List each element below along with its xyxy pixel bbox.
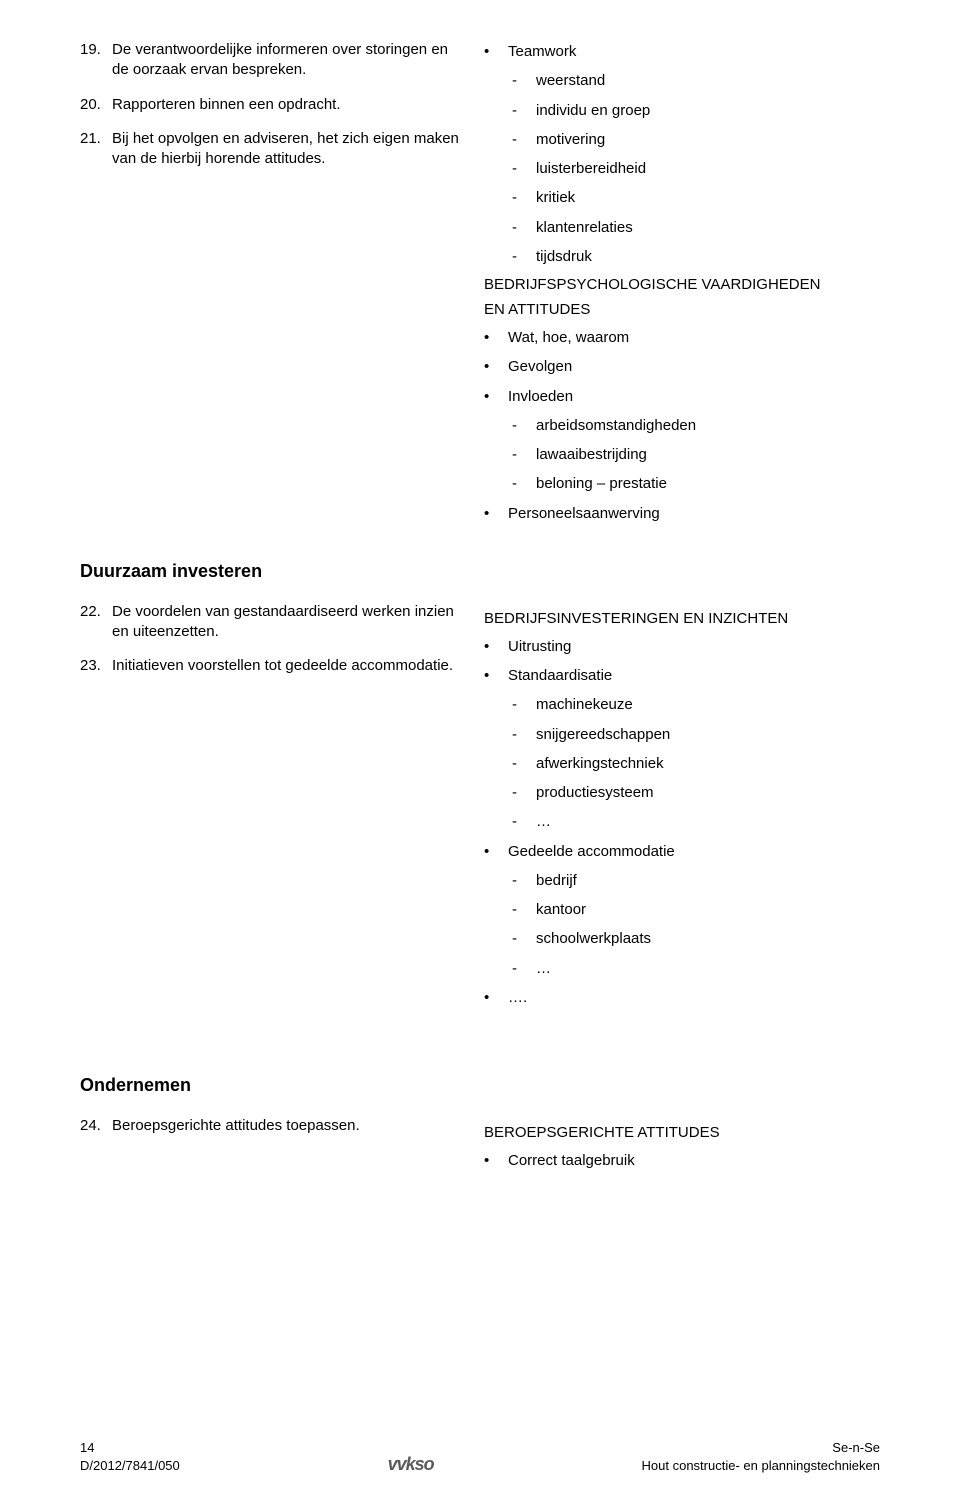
doc-id: D/2012/7841/050 <box>80 1457 180 1475</box>
item-text: De verantwoordelijke informeren over sto… <box>112 40 464 81</box>
footer-right-line2: Hout constructie- en planningstechnieken <box>642 1457 880 1475</box>
bullet-item: •Correct taalgebruik <box>484 1149 880 1172</box>
dash-item: -productiesysteem <box>512 781 880 804</box>
bullet-item: •Personeelsaanwerving <box>484 502 880 525</box>
dash-item: -weerstand <box>512 69 880 92</box>
list-item: 22. De voordelen van gestandaardiseerd w… <box>80 602 464 643</box>
investments-heading: BEDRIJFSINVESTERINGEN EN INZICHTEN <box>484 610 880 627</box>
bullet-teamwork: • Teamwork <box>484 40 880 63</box>
item-text: Initiatieven voorstellen tot gedeelde ac… <box>112 656 464 676</box>
list-item: 21. Bij het opvolgen en adviseren, het z… <box>80 129 464 170</box>
dash-item: -… <box>512 810 880 833</box>
dash-item: -snijgereedschappen <box>512 723 880 746</box>
section-1: 19. De verantwoordelijke informeren over… <box>80 40 880 531</box>
dash-item: -schoolwerkplaats <box>512 927 880 950</box>
page: 19. De verantwoordelijke informeren over… <box>0 0 960 1493</box>
dash-item: -tijdsdruk <box>512 245 880 268</box>
bullet-item: •Gevolgen <box>484 355 880 378</box>
dash-item: -luisterbereidheid <box>512 157 880 180</box>
list-item: 23. Initiatieven voorstellen tot gedeeld… <box>80 656 464 676</box>
dash-item: -… <box>512 957 880 980</box>
item-number: 24. <box>80 1116 112 1136</box>
heading-ondernemen: Ondernemen <box>80 1075 880 1096</box>
footer-right-line1: Se-n-Se <box>642 1439 880 1457</box>
dash-item: -beloning – prestatie <box>512 472 880 495</box>
dash-item: -motivering <box>512 128 880 151</box>
footer-right: Se-n-Se Hout constructie- en planningste… <box>642 1439 880 1475</box>
list-item: 19. De verantwoordelijke informeren over… <box>80 40 464 81</box>
item-text: Beroepsgerichte attitudes toepassen. <box>112 1116 464 1136</box>
item-text: Bij het opvolgen en adviseren, het zich … <box>112 129 464 170</box>
bullet-item: •…. <box>484 986 880 1009</box>
item-text: De voordelen van gestandaardiseerd werke… <box>112 602 464 643</box>
section-2-right: BEDRIJFSINVESTERINGEN EN INZICHTEN •Uitr… <box>484 602 880 1015</box>
bullet-item: •Uitrusting <box>484 635 880 658</box>
dash-item: -afwerkingstechniek <box>512 752 880 775</box>
section-2-left: 22. De voordelen van gestandaardiseerd w… <box>80 602 464 1015</box>
teamwork-label: Teamwork <box>508 40 880 63</box>
list-item: 20. Rapporteren binnen een opdracht. <box>80 95 464 115</box>
item-number: 23. <box>80 656 112 676</box>
list-item: 24. Beroepsgerichte attitudes toepassen. <box>80 1116 464 1136</box>
item-number: 21. <box>80 129 112 170</box>
item-number: 20. <box>80 95 112 115</box>
dash-item: -machinekeuze <box>512 693 880 716</box>
heading-duurzaam-investeren: Duurzaam investeren <box>80 561 880 582</box>
dash-item: -kantoor <box>512 898 880 921</box>
dash-item: -lawaaibestrijding <box>512 443 880 466</box>
bullet-item: •Gedeelde accommodatie <box>484 840 880 863</box>
item-number: 22. <box>80 602 112 643</box>
section-1-left: 19. De verantwoordelijke informeren over… <box>80 40 464 531</box>
dash-item: -klantenrelaties <box>512 216 880 239</box>
dash-item: -arbeidsomstandigheden <box>512 414 880 437</box>
dash-item: -kritiek <box>512 186 880 209</box>
bullet-item: •Standaardisatie <box>484 664 880 687</box>
vvkso-logo: vvkso <box>388 1454 434 1475</box>
attitudes-heading: BEROEPSGERICHTE ATTITUDES <box>484 1124 880 1141</box>
footer-left: 14 D/2012/7841/050 <box>80 1439 180 1475</box>
section-1-right: • Teamwork -weerstand -individu en groep… <box>484 40 880 531</box>
page-number: 14 <box>80 1439 180 1457</box>
psych-heading-1: BEDRIJFSPSYCHOLOGISCHE VAARDIGHEDEN <box>484 276 880 293</box>
section-3: 24. Beroepsgerichte attitudes toepassen.… <box>80 1116 880 1178</box>
item-number: 19. <box>80 40 112 81</box>
page-footer: 14 D/2012/7841/050 vvkso Se-n-Se Hout co… <box>80 1439 880 1475</box>
item-text: Rapporteren binnen een opdracht. <box>112 95 464 115</box>
dash-item: -bedrijf <box>512 869 880 892</box>
bullet-item: •Wat, hoe, waarom <box>484 326 880 349</box>
section-3-left: 24. Beroepsgerichte attitudes toepassen. <box>80 1116 464 1178</box>
section-3-right: BEROEPSGERICHTE ATTITUDES •Correct taalg… <box>484 1116 880 1178</box>
psych-heading-2: EN ATTITUDES <box>484 301 880 318</box>
dash-item: -individu en groep <box>512 99 880 122</box>
section-2: 22. De voordelen van gestandaardiseerd w… <box>80 602 880 1015</box>
footer-logo-container: vvkso <box>381 1454 441 1475</box>
bullet-item: •Invloeden <box>484 385 880 408</box>
